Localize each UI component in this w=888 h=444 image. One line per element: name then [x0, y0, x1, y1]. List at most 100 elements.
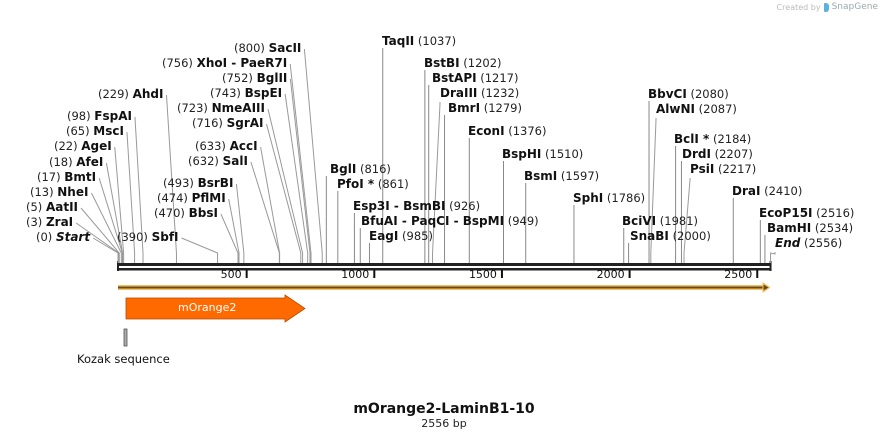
restriction-site-bcli[interactable]: BclI * (2184) — [674, 133, 751, 146]
ruler-tick — [500, 270, 503, 278]
restriction-site-sacii[interactable]: (800) SacII — [234, 42, 301, 55]
restriction-site-bsmi[interactable]: BsmI (1597) — [524, 170, 599, 183]
restriction-site-bmti[interactable]: (17) BmtI — [37, 171, 96, 184]
restriction-site-start[interactable]: (0) Start — [36, 231, 90, 244]
site-position: (2410) — [764, 184, 803, 198]
restriction-site-bcivi[interactable]: BciVI (1981) — [622, 215, 698, 228]
site-name: SgrAI — [226, 116, 264, 130]
site-name: BsrBI — [197, 176, 234, 190]
ruler-tick-label: 1000 — [341, 268, 370, 281]
morange2-feature-arrow[interactable] — [125, 294, 306, 323]
restriction-site-bspei[interactable]: (743) BspEI — [210, 87, 282, 100]
site-position: (3) — [26, 215, 43, 229]
orf-arrow-core — [118, 286, 765, 289]
site-connector — [289, 63, 312, 263]
feature-label-morange2[interactable]: mOrange2 — [178, 301, 237, 314]
site-name: SphI — [573, 191, 604, 205]
restriction-site-ahdi[interactable]: (229) AhdI — [98, 88, 163, 101]
restriction-site-eagi[interactable]: EagI (985) — [369, 230, 433, 243]
restriction-site-aatii[interactable]: (5) AatII — [26, 201, 78, 214]
restriction-site-bmri[interactable]: BmrI (1279) — [448, 102, 522, 115]
snapgene-logo-icon — [823, 2, 829, 12]
site-position: (1217) — [480, 71, 519, 85]
ruler-tick — [373, 270, 376, 278]
site-name: BglII — [256, 71, 288, 85]
site-name: DraIII — [440, 86, 478, 100]
restriction-site-nmeaiii[interactable]: (723) NmeAIII — [177, 102, 265, 115]
restriction-site-snabi[interactable]: SnaBI (2000) — [630, 230, 711, 243]
site-position: (65) — [66, 124, 90, 138]
restriction-site-esp3i[interactable]: Esp3I - BsmBI (926) — [353, 200, 480, 213]
restriction-site-bbsi[interactable]: (470) BbsI — [154, 207, 218, 220]
site-connector — [126, 131, 136, 263]
restriction-site-drai[interactable]: DraI (2410) — [732, 185, 802, 198]
site-position: (985) — [402, 229, 433, 243]
site-connector — [267, 108, 304, 263]
site-position: (723) — [177, 101, 208, 115]
restriction-site-bamhi[interactable]: BamHI (2534) — [767, 222, 853, 235]
site-name: BbsI — [188, 206, 218, 220]
restriction-site-bbvci[interactable]: BbvCI (2080) — [648, 88, 729, 101]
restriction-site-sgrai[interactable]: (716) SgrAI — [192, 117, 264, 130]
site-name: BspEI — [244, 86, 283, 100]
restriction-site-sbfi[interactable]: (390) SbfI — [117, 231, 179, 244]
restriction-site-bfuai[interactable]: BfuAI - PaqCI - BspMI (949) — [361, 215, 539, 228]
site-connector — [92, 237, 119, 263]
restriction-site-zrai[interactable]: (3) ZraI — [26, 216, 73, 229]
restriction-site-xhoi[interactable]: (756) XhoI - PaeR7I — [162, 57, 287, 70]
site-position: (5) — [26, 200, 43, 214]
restriction-site-pfoi[interactable]: PfoI * (861) — [337, 178, 409, 191]
site-name: NheI — [57, 185, 89, 199]
site-connector — [228, 198, 240, 263]
restriction-site-pflmi[interactable]: (474) PflMI — [157, 192, 226, 205]
site-connector — [165, 94, 177, 263]
restriction-site-draiii[interactable]: DraIII (1232) — [440, 87, 519, 100]
site-name: BbvCI — [648, 87, 687, 101]
restriction-site-psii[interactable]: PsiI (2217) — [690, 163, 756, 176]
restriction-site-alwni[interactable]: AlwNI (2087) — [656, 103, 737, 116]
restriction-site-taqii[interactable]: TaqII (1037) — [382, 35, 456, 48]
restriction-site-ecop15i[interactable]: EcoP15I (2516) — [759, 207, 854, 220]
site-name: BspHI — [502, 147, 542, 161]
site-connector — [114, 146, 125, 263]
restriction-site-bsrbi[interactable]: (493) BsrBI — [163, 177, 233, 190]
restriction-site-drdi[interactable]: DrdI (2207) — [682, 148, 753, 161]
restriction-site-fspai[interactable]: (98) FspAI — [67, 110, 132, 123]
site-name: EconI — [468, 124, 505, 138]
restriction-site-acci[interactable]: (633) AccI — [195, 140, 258, 153]
restriction-site-bstapi[interactable]: BstAPI (1217) — [432, 72, 518, 85]
restriction-site-bstbi[interactable]: BstBI (1202) — [424, 57, 502, 70]
restriction-site-bgli[interactable]: BglI (816) — [330, 163, 391, 176]
sequence-length: 2556 bp — [421, 417, 467, 430]
site-position: (1597) — [560, 169, 600, 183]
restriction-site-bsphi[interactable]: BspHI (1510) — [502, 148, 583, 161]
restriction-site-msci[interactable]: (65) MscI — [66, 125, 124, 138]
sequence-title: mOrange2-LaminB1-10 — [353, 401, 535, 417]
restriction-site-bglii[interactable]: (752) BglII — [222, 72, 287, 85]
site-position: (2087) — [698, 102, 737, 116]
restriction-site-sali[interactable]: (632) SalI — [188, 155, 248, 168]
site-position: (1037) — [417, 34, 457, 48]
site-position: (756) — [162, 56, 193, 70]
feature-label-kozak[interactable]: Kozak sequence — [77, 352, 170, 366]
restriction-site-econi[interactable]: EconI (1376) — [468, 125, 546, 138]
site-name: BamHI — [767, 221, 812, 235]
site-position: (2556) — [804, 236, 843, 250]
restriction-site-agei[interactable]: (22) AgeI — [54, 140, 112, 153]
site-connector — [80, 207, 120, 263]
site-position: (2080) — [690, 87, 729, 101]
site-connector — [770, 252, 776, 263]
restriction-site-sphi[interactable]: SphI (1786) — [573, 192, 645, 205]
site-name: BfuAI - PaqCI - BspMI — [361, 214, 505, 228]
site-connector — [284, 93, 309, 263]
restriction-site-nhei[interactable]: (13) NheI — [30, 186, 88, 199]
restriction-site-afei[interactable]: (18) AfeI — [49, 156, 103, 169]
restriction-site-end[interactable]: End (2556) — [775, 237, 842, 250]
site-position: (949) — [507, 214, 539, 228]
site-name: AatII — [45, 200, 79, 214]
site-position: (632) — [188, 154, 219, 168]
kozak-feature-marker[interactable] — [123, 328, 128, 347]
site-name: DraI — [732, 184, 761, 198]
